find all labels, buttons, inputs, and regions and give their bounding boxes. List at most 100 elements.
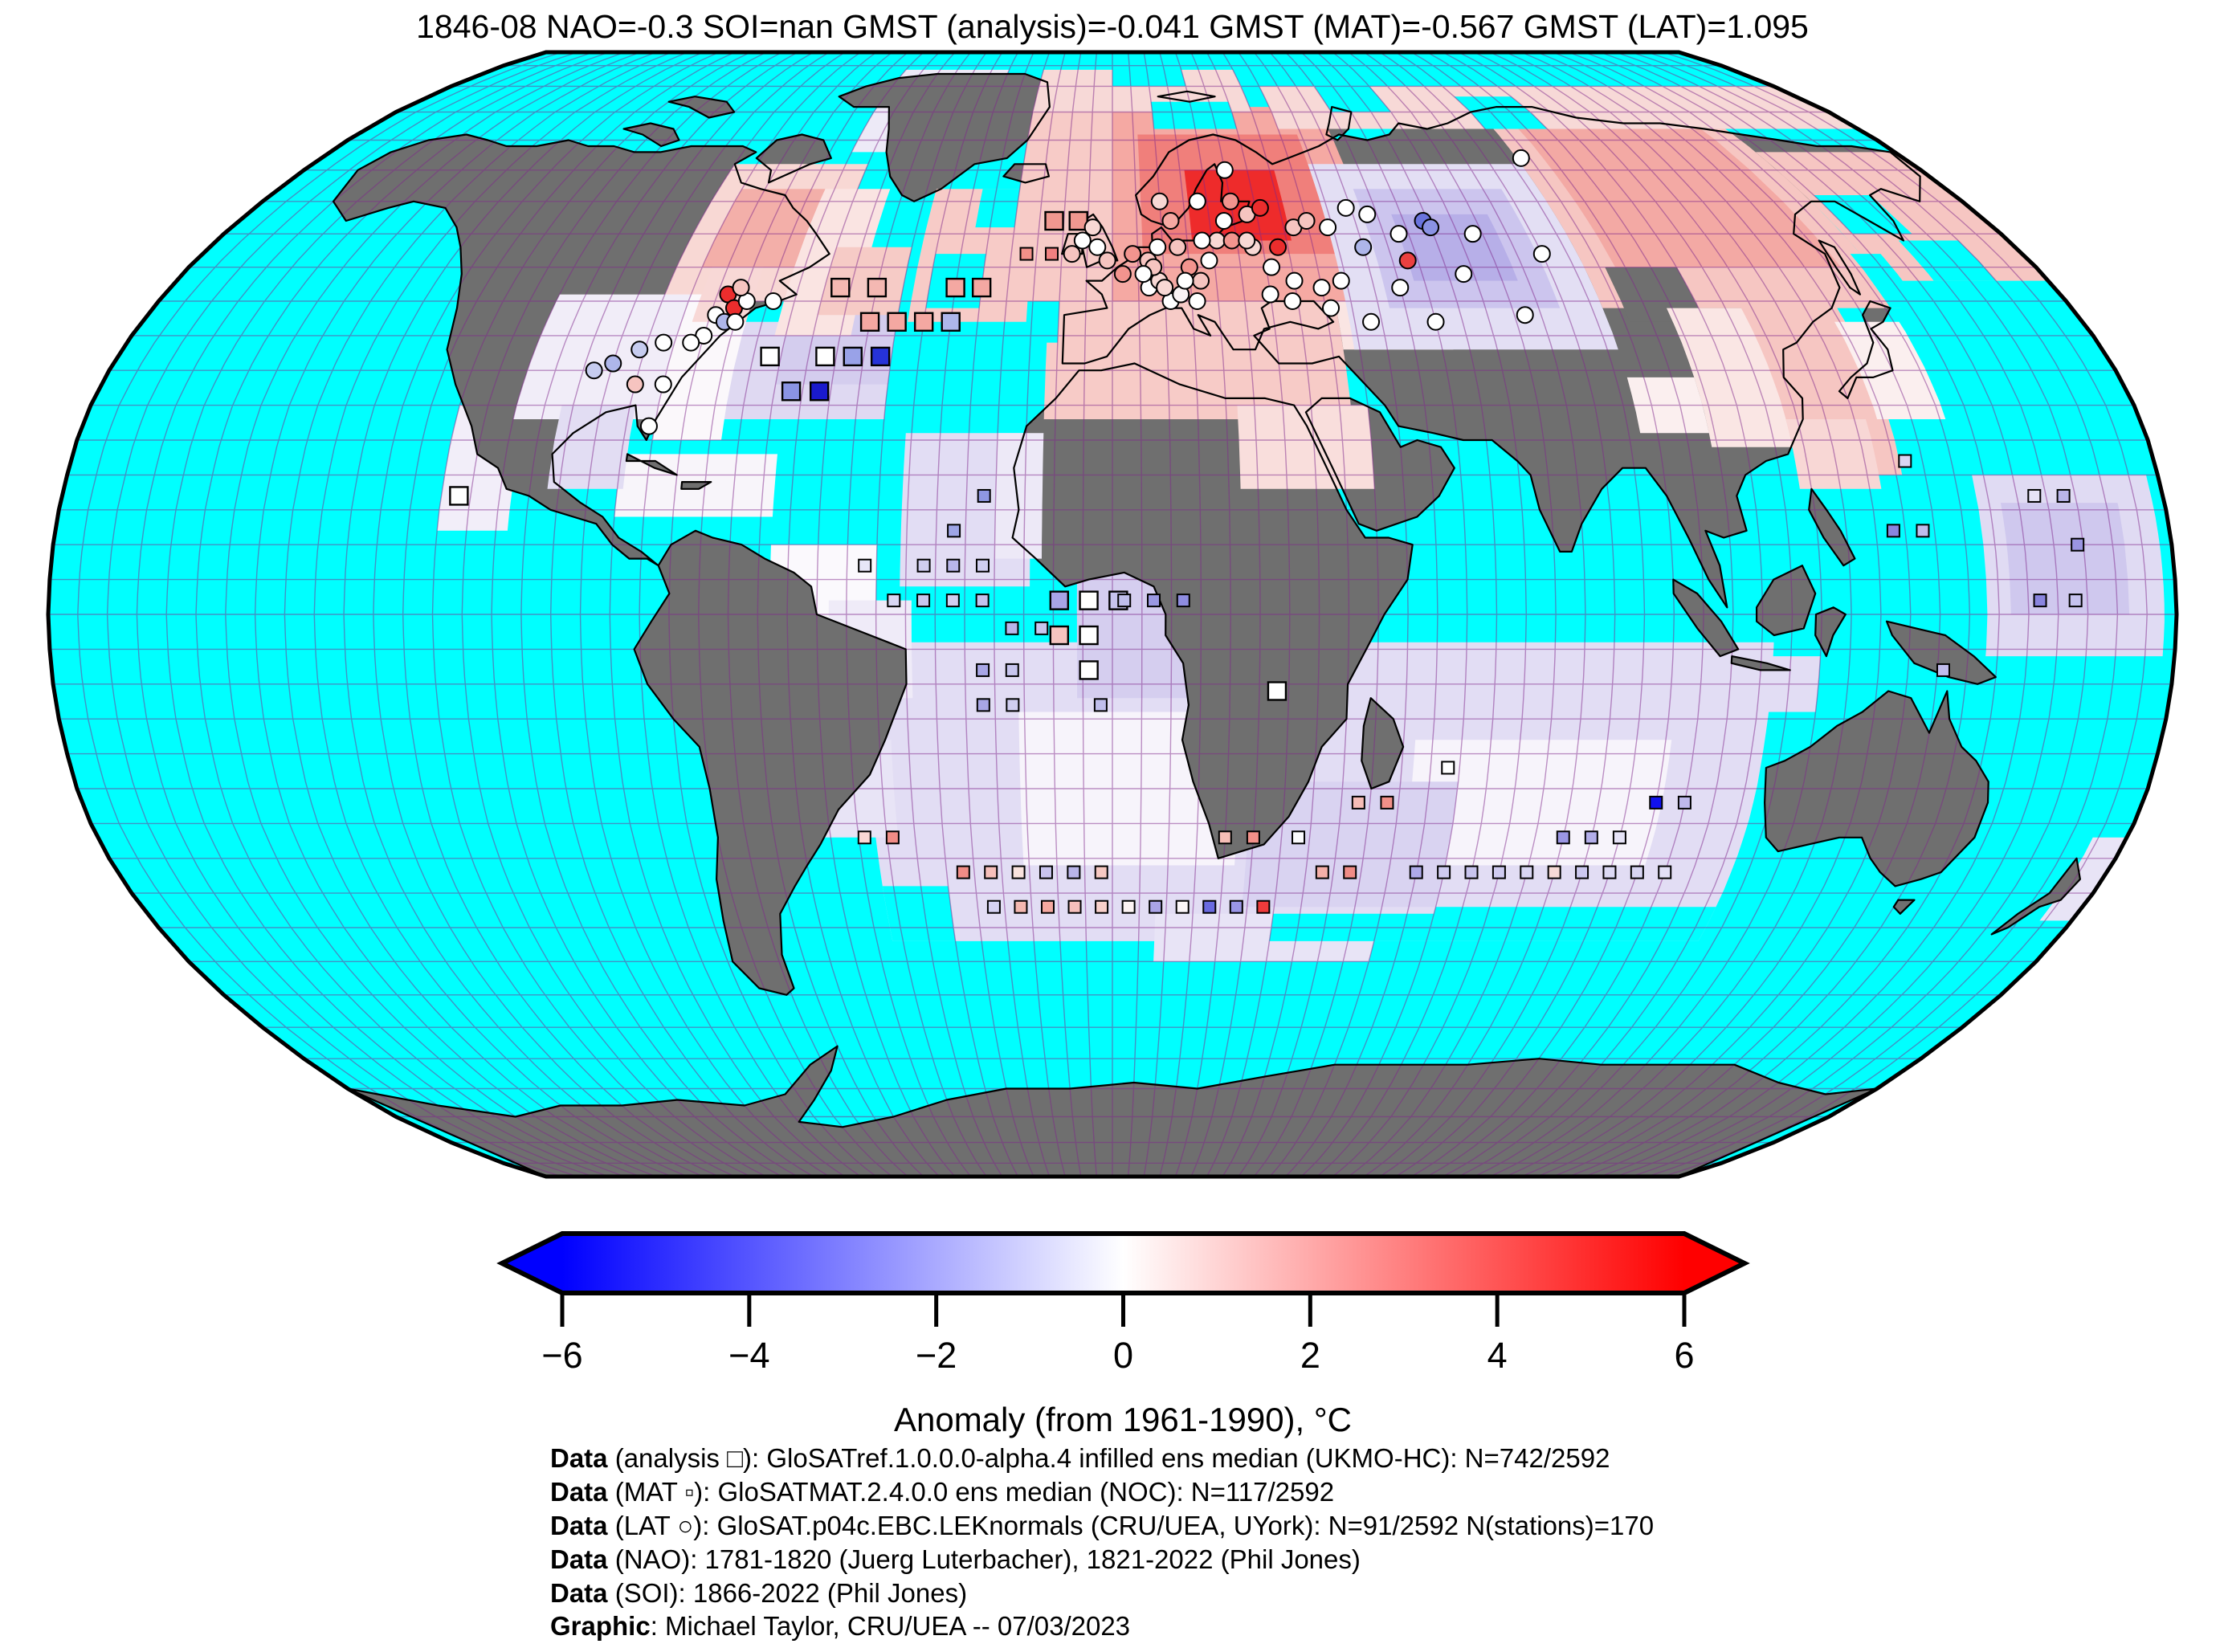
lat-circle-marker [1176,271,1194,290]
mat-square-marker [946,558,961,573]
lat-circle-marker [764,292,782,311]
mat-square-marker [1936,663,1950,677]
anomaly-cell [994,433,1044,559]
mat-square-marker [1612,830,1626,845]
analysis-square-marker [760,346,780,367]
colorbar-label: Anomaly (from 1961-1990), °C [894,1401,1352,1438]
lat-circle-marker [1283,292,1302,311]
anomaly-cell [652,294,755,440]
analysis-square-marker [449,486,469,506]
lat-circle-marker [1098,251,1116,270]
credit-line-nao: Data (NAO): 1781-1820 (Juerg Luterbacher… [550,1544,1361,1574]
mat-square-marker [1246,830,1260,845]
mat-square-marker [1547,865,1561,879]
lat-circle-marker [1073,231,1092,250]
mat-square-marker [1351,795,1365,810]
mat-square-marker [945,593,960,608]
mat-square-marker [2033,593,2047,608]
analysis-square-marker [867,277,888,298]
analysis-square-marker [1079,590,1099,610]
mat-square-marker [916,558,931,573]
lat-circle-marker [626,375,644,394]
lat-circle-marker [1455,265,1473,283]
mat-square-marker [1011,865,1026,879]
lat-circle-marker [1463,225,1482,243]
analysis-square-marker [1049,590,1069,610]
mat-square-marker [1437,865,1451,879]
mat-square-marker [1218,830,1232,845]
mat-square-marker [1898,454,1912,468]
lat-circle-marker [1113,265,1132,283]
mat-square-marker [1176,593,1190,608]
mat-square-marker [1006,698,1020,712]
credit-line-graphic: Graphic: Michael Taylor, CRU/UEA -- 07/0… [550,1611,1130,1641]
lat-circle-marker [1358,205,1377,223]
colorbar-tick-label: 0 [1113,1335,1133,1376]
mat-square-marker [1441,761,1455,775]
mat-square-marker [2068,593,2083,608]
colorbar-tick-label: −4 [728,1335,769,1376]
lat-circle-marker [604,354,622,373]
mat-square-marker [986,899,1001,914]
mat-square-marker [1044,247,1059,261]
lat-circle-marker [1238,231,1256,250]
lat-circle-marker [1192,271,1210,290]
mat-square-marker [1575,865,1589,879]
lat-circle-marker [1426,312,1445,331]
mat-square-marker [1034,621,1049,635]
mat-square-marker [1121,899,1136,914]
mat-square-marker [947,524,961,538]
mat-square-marker [857,830,871,845]
analysis-square-marker [1049,625,1070,646]
mat-square-marker [1677,795,1691,810]
analysis-square-marker [870,346,891,367]
lat-circle-marker [732,279,750,297]
mat-square-marker [1630,865,1644,879]
lat-circle-marker [1088,238,1107,256]
anomaly-cell [547,405,636,489]
anomaly-cell [1043,267,1353,419]
lat-circle-marker [1124,245,1142,263]
mat-square-marker [1019,247,1034,261]
colorbar: −6 −4 −2 0 2 4 6 Anomaly (from 1961-1990), °C [496,1231,1750,1438]
anomaly-cell [1032,69,1252,112]
figure-title: 1846-08 NAO=-0.3 SOI=nan GMST (analysis)… [416,8,1809,45]
map-border [46,50,2179,1179]
analysis-square-marker [1079,660,1099,680]
analysis-square-marker [913,312,934,332]
mat-square-marker [1146,593,1161,608]
lat-circle-marker [1391,279,1410,297]
analysis-square-marker [1079,625,1099,646]
anomaly-cell [1785,419,1882,489]
lat-circle-marker [1200,251,1218,270]
anomaly-cell [1518,128,1842,267]
anomaly-cell [1237,405,1375,489]
no-data-cell [1426,907,1716,941]
lat-circle-marker [1319,218,1337,237]
lat-circle-marker [682,333,700,352]
mat-square-marker [1175,899,1190,914]
analysis-square-marker [781,381,802,402]
mat-square-marker [1256,899,1271,914]
anomaly-cell [2001,503,2130,614]
lat-circle-marker [1169,238,1187,256]
colorbar-tick-label: 6 [1674,1335,1694,1376]
mat-square-marker [956,865,970,879]
analysis-square-marker [815,346,835,367]
lat-circle-marker [1398,251,1417,270]
mat-square-marker [2071,537,2085,552]
mat-square-marker [1584,830,1598,845]
mat-square-marker [1343,865,1357,879]
lat-circle-marker [1285,271,1304,290]
lat-circle-marker [1188,192,1206,210]
mat-square-marker [1229,899,1243,914]
mat-square-marker [2056,488,2071,503]
lat-circle-marker [654,375,672,394]
colorbar-ticks: −6 −4 −2 0 2 4 6 [541,1295,1695,1376]
lat-circle-marker [1332,271,1350,290]
credit-line-analysis: Data (analysis □): GloSATref.1.0.0.0-alp… [550,1443,1610,1473]
analysis-square-marker [1267,681,1287,701]
world-map [46,50,2179,1179]
